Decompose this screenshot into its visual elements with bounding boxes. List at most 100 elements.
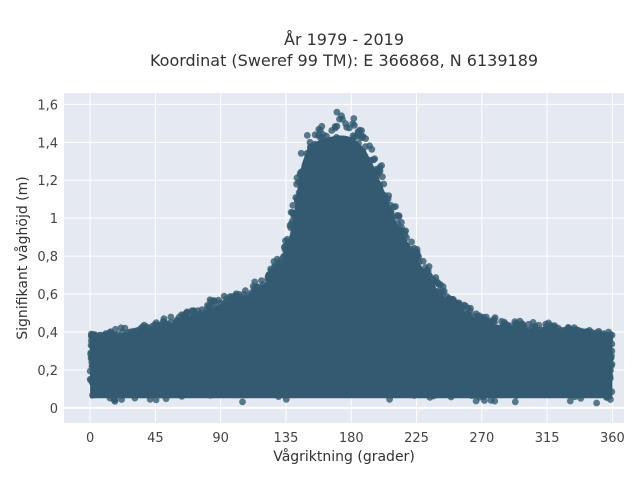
data-point [537, 385, 545, 392]
data-point [90, 352, 97, 360]
data-point [159, 361, 167, 369]
data-point [429, 275, 437, 283]
data-point [465, 343, 473, 351]
data-point [583, 359, 590, 367]
data-point [387, 288, 394, 296]
data-point [132, 354, 140, 362]
y-tick-labels: 0 0,2 0,4 0,6 0,8 1 1,2 1,4 1,6 [37, 98, 58, 416]
data-point [362, 208, 370, 216]
data-point [415, 336, 423, 344]
data-point [491, 397, 499, 405]
data-point [309, 356, 316, 364]
data-point [434, 368, 442, 376]
data-point [438, 355, 446, 363]
data-point [266, 317, 274, 325]
data-point [347, 234, 355, 242]
y-axis-label: Signifikant våghöjd (m) [14, 176, 31, 339]
data-point [534, 329, 542, 337]
data-point [219, 336, 226, 343]
data-point [508, 376, 515, 383]
data-point [256, 334, 263, 341]
data-point [468, 392, 476, 399]
data-point [327, 282, 335, 290]
data-point [384, 323, 392, 330]
data-point [451, 318, 459, 325]
data-point [181, 327, 189, 334]
data-point [387, 262, 395, 270]
data-point [368, 227, 376, 234]
data-point [305, 235, 313, 243]
data-point [116, 353, 123, 360]
data-point [475, 312, 483, 320]
data-point [200, 366, 208, 374]
data-point [323, 290, 330, 297]
data-point [374, 350, 382, 358]
data-point [295, 319, 302, 327]
data-point [242, 359, 250, 367]
data-point [101, 377, 109, 385]
data-point [600, 371, 607, 379]
data-point [512, 321, 520, 328]
data-point [352, 188, 359, 196]
data-point [200, 384, 208, 392]
data-point [315, 170, 323, 178]
data-point [299, 181, 306, 189]
data-point [126, 387, 134, 394]
data-point [195, 331, 202, 338]
data-point [366, 142, 373, 150]
data-point [223, 295, 230, 303]
data-point [406, 312, 414, 320]
data-point [380, 266, 388, 274]
data-point [548, 334, 556, 342]
data-point [229, 317, 237, 325]
data-point [360, 328, 367, 335]
data-point [251, 360, 259, 367]
data-point [458, 329, 466, 337]
data-point [313, 213, 320, 221]
data-point [145, 342, 153, 350]
data-point [360, 164, 367, 172]
data-point [198, 323, 206, 331]
data-point [291, 210, 298, 218]
data-point [270, 369, 277, 376]
data-point [258, 296, 266, 304]
data-point [383, 310, 391, 317]
data-point [378, 194, 386, 202]
data-point [117, 373, 124, 380]
data-point [164, 336, 172, 344]
data-point [441, 388, 449, 395]
data-point [477, 382, 485, 390]
data-point [603, 393, 610, 401]
data-point [359, 214, 367, 222]
data-point [358, 133, 366, 141]
data-point [479, 320, 487, 328]
data-point [95, 383, 103, 390]
x-tick-label: 90 [212, 431, 229, 446]
data-point [249, 340, 256, 348]
data-point [325, 206, 332, 214]
data-point [573, 366, 580, 373]
data-point [285, 373, 293, 381]
data-point [413, 248, 421, 256]
data-point [391, 266, 399, 274]
data-point [365, 188, 372, 196]
data-point [330, 151, 338, 159]
data-point [339, 328, 347, 335]
data-point [182, 310, 189, 318]
data-point [345, 298, 353, 306]
data-point [363, 174, 370, 182]
data-point [358, 127, 365, 135]
data-point [152, 396, 160, 404]
data-point [398, 320, 405, 328]
data-point [312, 154, 319, 162]
data-point [265, 293, 273, 301]
data-point [251, 380, 258, 388]
data-point [334, 291, 341, 299]
data-point [370, 156, 377, 164]
data-point [375, 327, 382, 335]
data-point [361, 301, 369, 309]
data-point [246, 373, 254, 381]
data-point [365, 254, 372, 262]
data-point [93, 364, 101, 372]
data-point [177, 351, 185, 359]
